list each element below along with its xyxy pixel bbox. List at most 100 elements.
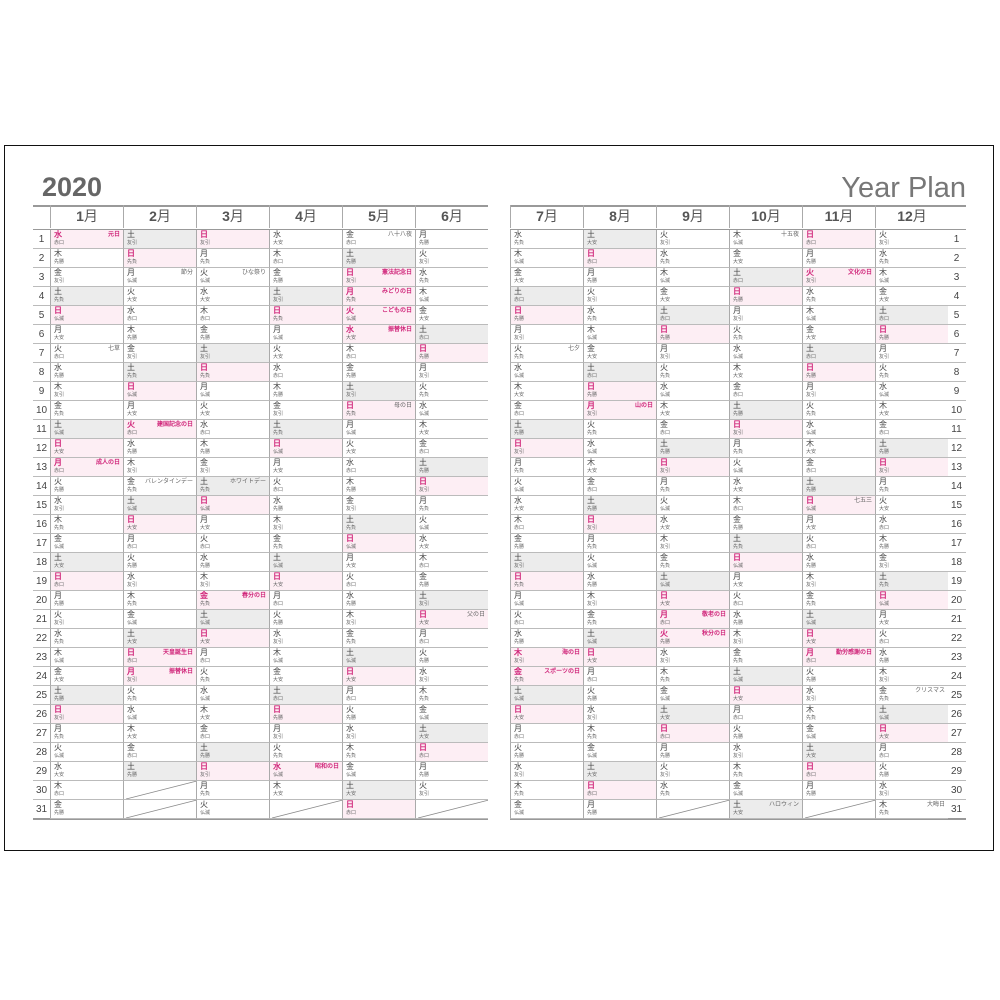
day-cell[interactable]: 水大安: [729, 477, 802, 496]
day-cell[interactable]: 火仏滅: [656, 496, 729, 515]
day-cell[interactable]: 土赤口: [656, 306, 729, 325]
day-cell[interactable]: 日友引: [196, 230, 269, 249]
day-cell[interactable]: 火仏滅: [510, 477, 583, 496]
day-cell[interactable]: 水赤口: [196, 420, 269, 439]
day-cell[interactable]: 月友引 山の日: [583, 401, 656, 420]
day-cell[interactable]: 木先負: [729, 762, 802, 781]
day-cell[interactable]: 金大安: [656, 287, 729, 306]
day-cell[interactable]: 日仏滅 七五三: [802, 496, 875, 515]
day-cell[interactable]: 土大安: [583, 230, 656, 249]
day-cell[interactable]: 火大安: [123, 287, 196, 306]
day-cell[interactable]: 日赤口: [415, 743, 488, 762]
day-cell[interactable]: 木大安: [729, 363, 802, 382]
day-cell[interactable]: 火先勝: [729, 724, 802, 743]
day-cell[interactable]: 月仏滅 節分: [123, 268, 196, 287]
day-cell[interactable]: 水仏滅: [196, 686, 269, 705]
day-cell[interactable]: 木先負: [510, 781, 583, 800]
day-cell[interactable]: 木赤口: [510, 515, 583, 534]
day-cell[interactable]: 水赤口: [342, 458, 415, 477]
day-cell[interactable]: 水友引: [415, 667, 488, 686]
day-cell[interactable]: 火先勝: [802, 667, 875, 686]
day-cell[interactable]: 土先勝: [342, 249, 415, 268]
day-cell[interactable]: 火大安: [196, 401, 269, 420]
day-cell[interactable]: 月先勝: [656, 743, 729, 762]
day-cell[interactable]: 水友引: [656, 648, 729, 667]
day-cell[interactable]: 火先勝: [50, 477, 123, 496]
day-cell[interactable]: 金先勝: [196, 325, 269, 344]
day-cell[interactable]: 火赤口: [729, 591, 802, 610]
day-cell[interactable]: 火先負: [123, 686, 196, 705]
day-cell[interactable]: 土仏滅: [802, 610, 875, 629]
day-cell[interactable]: 火先負: [415, 382, 488, 401]
day-cell[interactable]: 金先勝: [50, 800, 123, 819]
day-cell[interactable]: 木仏滅: [269, 648, 342, 667]
day-cell[interactable]: 木友引: [875, 667, 948, 686]
day-cell[interactable]: 土大安 ハロウィン: [729, 800, 802, 819]
day-cell[interactable]: 日先勝: [415, 344, 488, 363]
day-cell[interactable]: 水仏滅: [510, 363, 583, 382]
day-cell[interactable]: 金先負 クリスマス: [875, 686, 948, 705]
day-cell[interactable]: 土仏滅: [875, 705, 948, 724]
day-cell[interactable]: 木友引: [656, 534, 729, 553]
day-cell[interactable]: 日友引: [583, 515, 656, 534]
day-cell[interactable]: 木大安: [196, 705, 269, 724]
day-cell[interactable]: 金仏滅: [123, 610, 196, 629]
day-cell[interactable]: 月赤口: [269, 591, 342, 610]
day-cell[interactable]: 日大安: [656, 591, 729, 610]
day-cell[interactable]: 月友引: [656, 344, 729, 363]
day-cell[interactable]: 土大安: [656, 705, 729, 724]
day-cell[interactable]: 水友引: [269, 629, 342, 648]
day-cell[interactable]: 水友引: [342, 724, 415, 743]
day-cell[interactable]: 土友引: [269, 287, 342, 306]
day-cell[interactable]: 土先勝: [50, 686, 123, 705]
day-cell[interactable]: 水大安: [196, 287, 269, 306]
day-cell[interactable]: 木大安: [510, 382, 583, 401]
day-cell[interactable]: 月友引: [510, 325, 583, 344]
day-cell[interactable]: 木友引: [269, 515, 342, 534]
day-cell[interactable]: 金先負 スポーツの日: [510, 667, 583, 686]
day-cell[interactable]: 水先負: [802, 287, 875, 306]
day-cell[interactable]: 日先負: [510, 572, 583, 591]
day-cell[interactable]: 土先負: [875, 572, 948, 591]
day-cell[interactable]: 水先負: [510, 230, 583, 249]
day-cell[interactable]: 日大安 父の日: [415, 610, 488, 629]
day-cell[interactable]: 月仏滅: [342, 420, 415, 439]
day-cell[interactable]: 木大安: [875, 401, 948, 420]
day-cell[interactable]: 日仏滅: [269, 439, 342, 458]
day-cell[interactable]: 金赤口: [729, 382, 802, 401]
day-cell[interactable]: 水先負: [50, 629, 123, 648]
day-cell[interactable]: 木友引: [729, 629, 802, 648]
day-cell[interactable]: 土先勝: [415, 458, 488, 477]
day-cell[interactable]: 日友引: [510, 439, 583, 458]
day-cell[interactable]: 日大安: [583, 648, 656, 667]
day-cell[interactable]: 日仏滅: [342, 534, 415, 553]
day-cell[interactable]: 土先勝: [583, 496, 656, 515]
day-cell[interactable]: 日仏滅: [196, 496, 269, 515]
day-cell[interactable]: 月先負: [510, 458, 583, 477]
day-cell[interactable]: 木赤口: [729, 496, 802, 515]
day-cell[interactable]: 金赤口 八十八夜: [342, 230, 415, 249]
day-cell[interactable]: 木赤口: [269, 249, 342, 268]
day-cell[interactable]: 金先勝: [269, 268, 342, 287]
day-cell[interactable]: 火赤口 建国記念の日: [123, 420, 196, 439]
day-cell[interactable]: 金赤口: [123, 743, 196, 762]
day-cell[interactable]: 木仏滅: [656, 268, 729, 287]
day-cell[interactable]: 月先勝: [802, 249, 875, 268]
day-cell[interactable]: 月赤口 成人の日: [50, 458, 123, 477]
day-cell[interactable]: 日友引 憲法記念日: [342, 268, 415, 287]
day-cell[interactable]: 日赤口 天皇誕生日: [123, 648, 196, 667]
day-cell[interactable]: 日赤口: [50, 572, 123, 591]
day-cell[interactable]: 日先負: [196, 363, 269, 382]
day-cell[interactable]: 金先負: [342, 629, 415, 648]
day-cell[interactable]: 月赤口 敬老の日: [656, 610, 729, 629]
day-cell[interactable]: 水大安: [415, 534, 488, 553]
day-cell[interactable]: 金赤口: [802, 458, 875, 477]
day-cell[interactable]: 日大安: [269, 572, 342, 591]
day-cell[interactable]: 日先勝: [510, 306, 583, 325]
day-cell[interactable]: 水仏滅: [415, 401, 488, 420]
day-cell[interactable]: 日大安: [196, 629, 269, 648]
day-cell[interactable]: 火友引: [875, 230, 948, 249]
day-cell[interactable]: 木先負: [802, 705, 875, 724]
day-cell[interactable]: 火大安: [875, 496, 948, 515]
day-cell[interactable]: 日先負: [123, 249, 196, 268]
